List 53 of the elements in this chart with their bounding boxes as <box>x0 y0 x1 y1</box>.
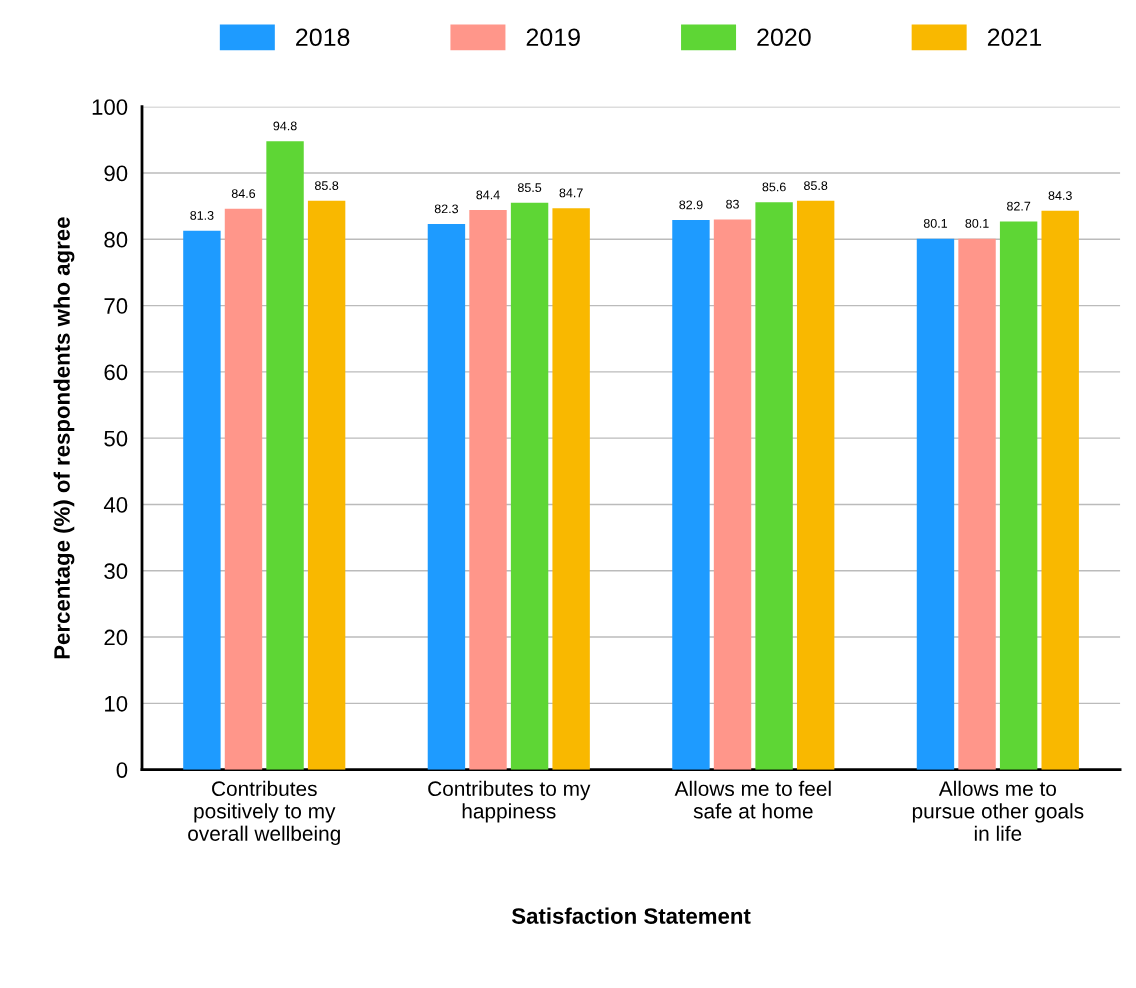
bar <box>713 219 752 770</box>
bar <box>427 224 466 770</box>
y-tick-label: 80 <box>104 231 128 248</box>
bar <box>224 208 263 770</box>
y-tick-label: 0 <box>116 762 128 778</box>
bar <box>755 202 793 770</box>
x-tick-label: Allows me to pursue other goals in life <box>912 780 1084 841</box>
y-tick-label: 10 <box>105 695 128 712</box>
data-label: 85.5 <box>517 183 542 193</box>
y-axis-title: Percentage (%) of respondents who agree <box>53 217 75 659</box>
y-tick-label: 70 <box>104 298 128 314</box>
legend-label: 2019 <box>526 28 580 47</box>
data-label: 83 <box>726 199 739 209</box>
bar <box>307 200 346 770</box>
x-tick-label: Contributes positively to my overall wellbeing <box>188 780 340 846</box>
x-tick-label: Contributes to my happiness <box>428 780 591 823</box>
data-label: 82.3 <box>434 204 459 214</box>
data-label: 85.8 <box>315 181 339 191</box>
bar <box>469 210 507 770</box>
y-tick-label: 40 <box>103 497 128 513</box>
y-tick-label: 50 <box>104 430 128 447</box>
bar <box>510 202 549 770</box>
y-tick-label: 30 <box>104 563 128 580</box>
bar <box>999 221 1038 770</box>
y-tick-label: 60 <box>104 364 128 381</box>
data-label: 81.3 <box>190 211 214 220</box>
bar <box>266 141 304 770</box>
data-label: 84.3 <box>1048 191 1072 200</box>
legend-label: 2021 <box>987 28 1042 47</box>
data-label: 84.4 <box>476 190 500 200</box>
y-tick-label: 100 <box>92 99 128 115</box>
data-label: 94.8 <box>273 121 297 131</box>
legend-label: 2018 <box>296 28 350 47</box>
data-label: 85.6 <box>762 182 786 192</box>
data-label: 82.7 <box>1007 201 1031 211</box>
legend-label: 2020 <box>757 28 811 47</box>
x-axis-title: Satisfaction Statement <box>511 907 751 924</box>
data-label: 84.7 <box>559 188 583 198</box>
bar <box>183 230 221 770</box>
x-tick-label: Allows me to feel safe at home <box>674 780 831 819</box>
bar <box>552 208 590 770</box>
data-label: 80.1 <box>965 218 989 228</box>
data-label: 84.6 <box>231 189 256 198</box>
bar <box>1041 210 1079 770</box>
y-tick-label: 20 <box>104 629 128 646</box>
y-tick-label: 90 <box>104 165 128 182</box>
data-label: 80.1 <box>923 218 948 228</box>
data-label: 85.8 <box>804 181 828 191</box>
data-label: 82.9 <box>679 200 703 210</box>
bar <box>958 238 996 770</box>
bar <box>916 238 955 770</box>
bar <box>796 200 835 770</box>
bar <box>672 220 710 770</box>
